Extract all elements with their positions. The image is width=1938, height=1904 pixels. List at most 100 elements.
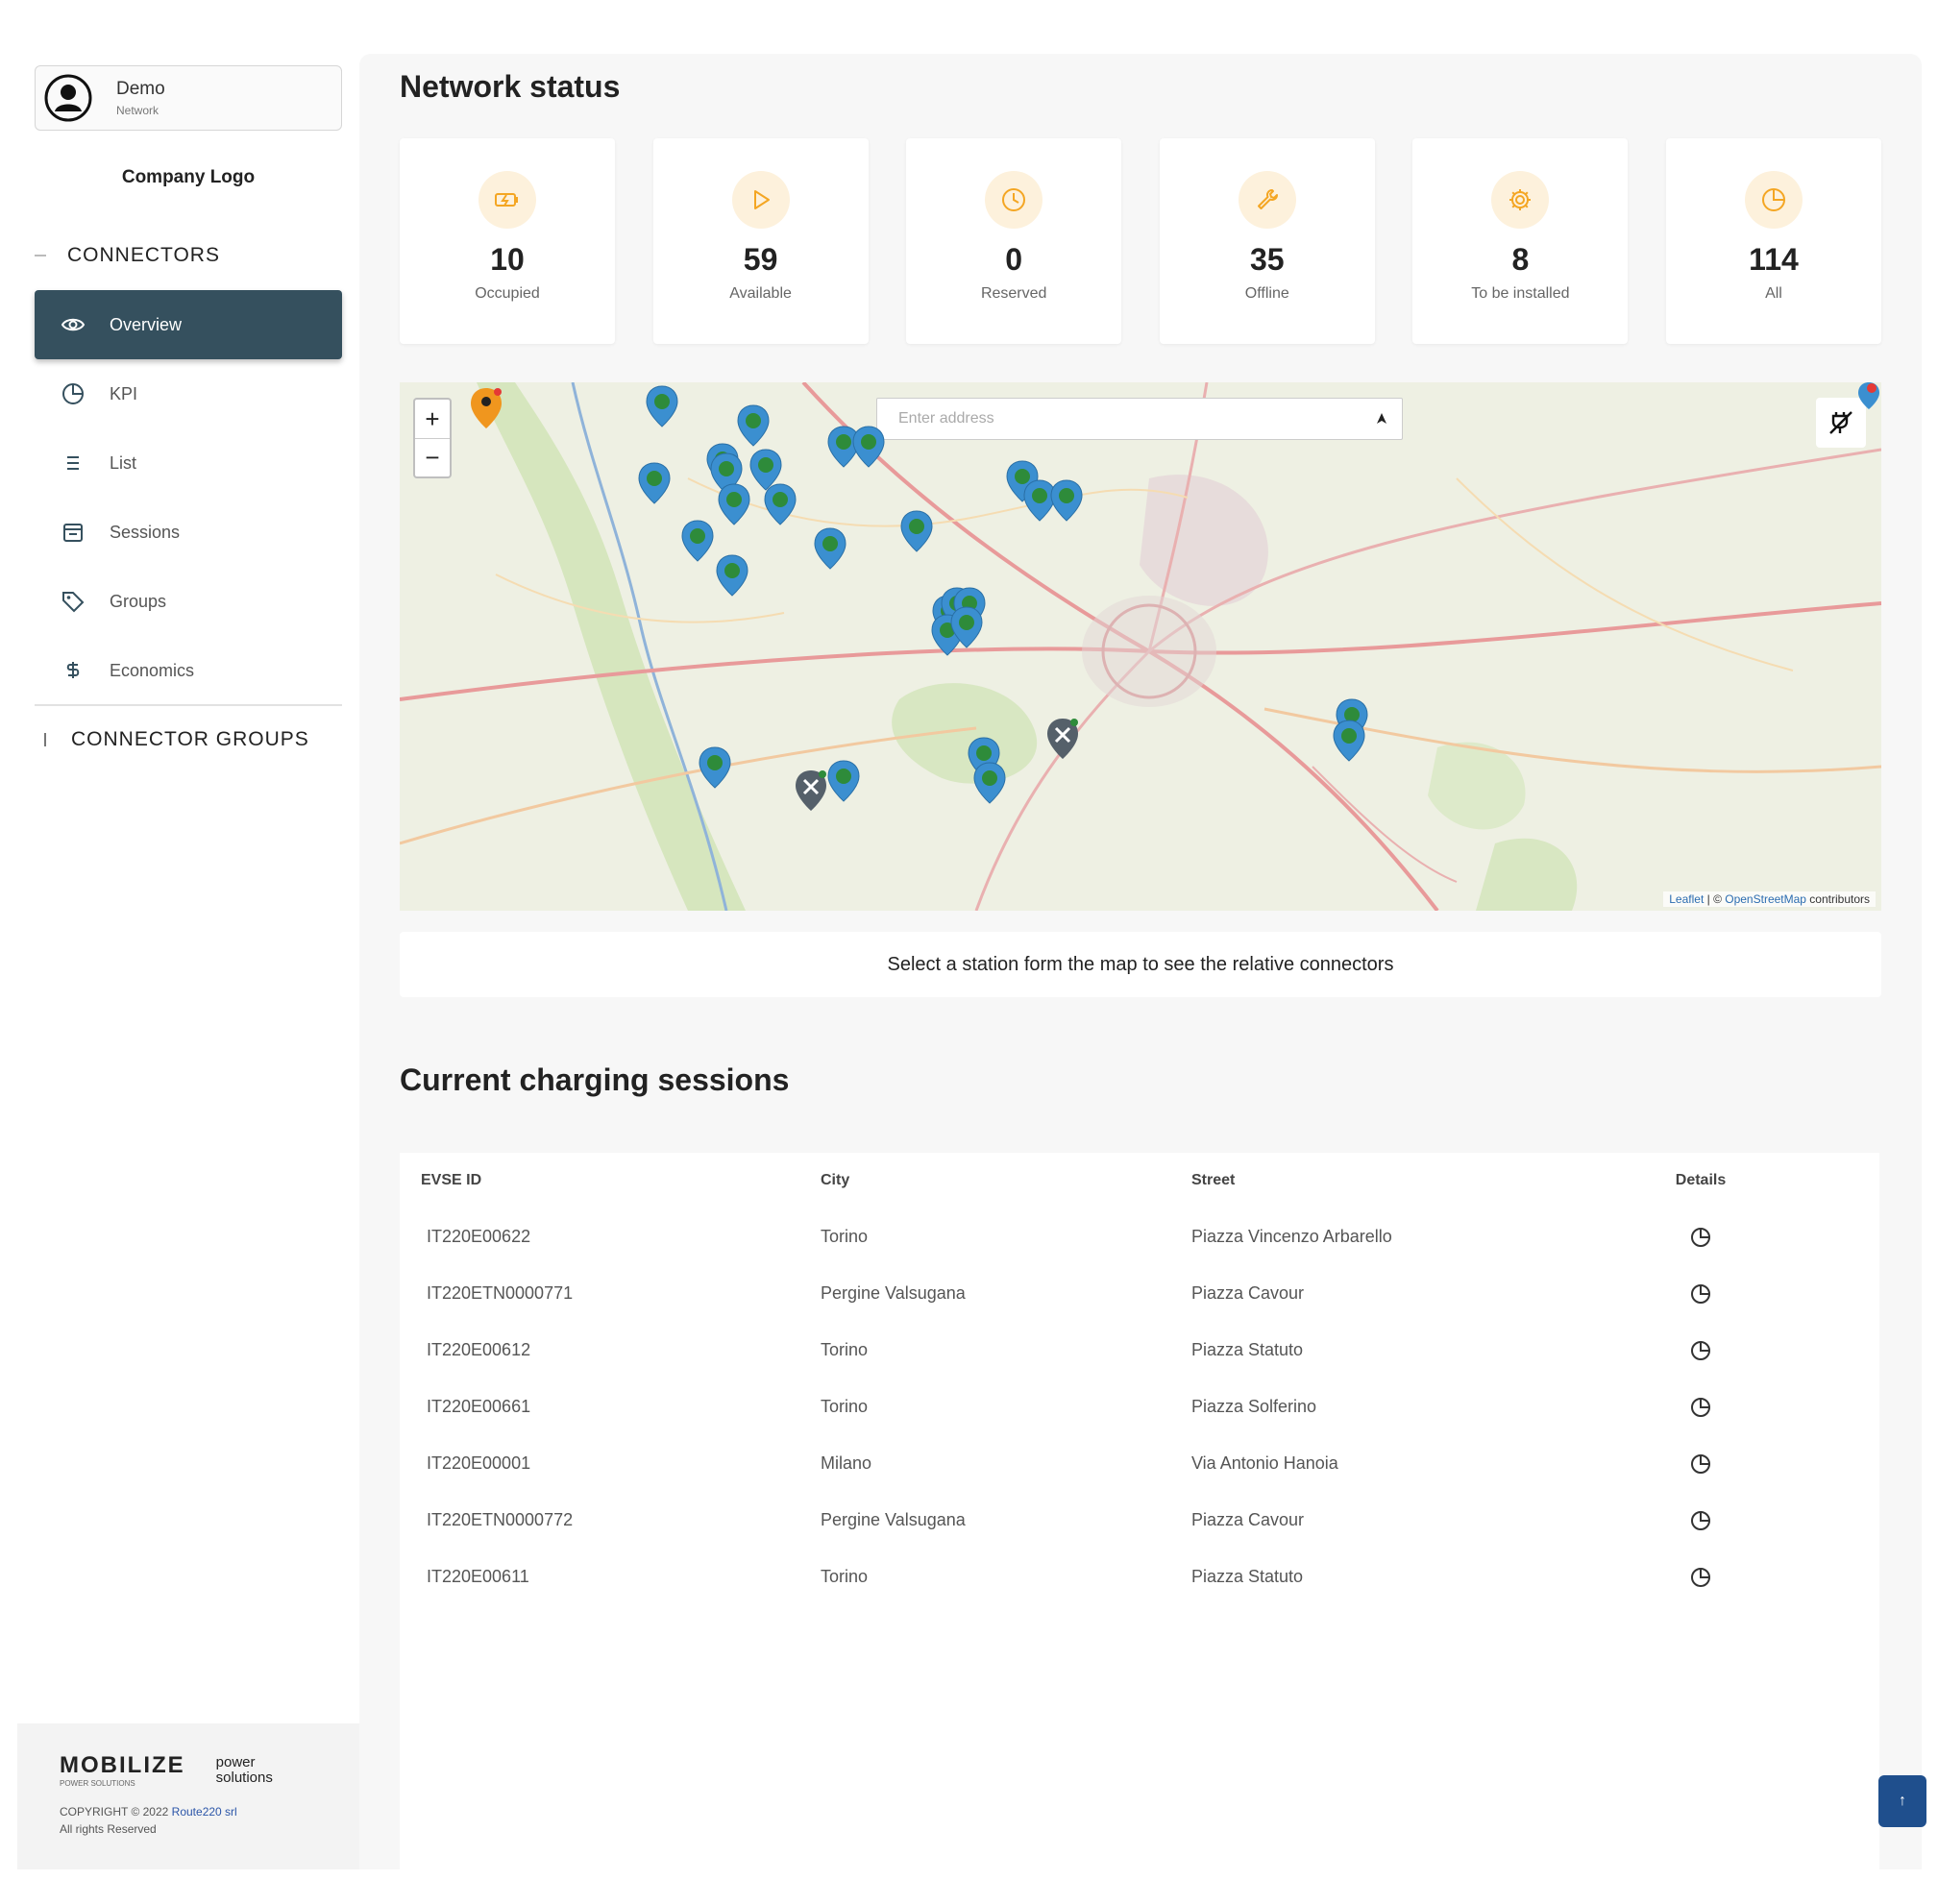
pie-chart-icon	[1691, 1567, 1710, 1587]
calendar-icon	[63, 524, 83, 542]
status-card-available[interactable]: 59 Available	[652, 138, 869, 344]
sidebar-item-economics[interactable]: Economics	[35, 636, 342, 705]
cell-evse: IT220E00612	[427, 1340, 531, 1359]
edge-marker-icon[interactable]	[1856, 382, 1881, 411]
osm-link[interactable]: OpenStreetMap	[1725, 892, 1806, 906]
user-role: Network	[116, 104, 159, 117]
list-icon	[67, 456, 79, 470]
station-marker-icon[interactable]	[972, 761, 1007, 805]
charging-battery-icon	[495, 193, 518, 207]
sidebar-item-label: Groups	[110, 591, 167, 611]
details-button[interactable]	[1672, 1395, 1729, 1420]
sidebar-item-list[interactable]: List	[35, 428, 342, 498]
mobilize-logo: MOBILIZE POWER SOLUTIONS	[60, 1752, 185, 1788]
table-row[interactable]: IT220E00001 Milano Via Antonio Hanoia	[400, 1435, 1879, 1492]
status-card-offline[interactable]: 35 Offline	[1159, 138, 1375, 344]
station-marker-icon[interactable]	[1022, 478, 1057, 523]
pie-chart-icon	[62, 383, 84, 404]
station-marker-icon[interactable]	[763, 482, 797, 526]
offline-station-marker-icon[interactable]	[1045, 717, 1080, 761]
table-row[interactable]: IT220E00611 Torino Piazza Statuto	[400, 1549, 1879, 1605]
map-address-search	[876, 398, 1403, 440]
zoom-out-button[interactable]: −	[415, 438, 450, 476]
leaflet-link[interactable]: Leaflet	[1669, 892, 1705, 906]
status-card-reserved[interactable]: 0 Reserved	[906, 138, 1122, 344]
station-marker-icon[interactable]	[826, 759, 861, 803]
station-marker-icon[interactable]	[1049, 478, 1084, 523]
station-marker-icon[interactable]	[645, 384, 679, 428]
column-header-evse[interactable]: EVSE ID	[421, 1172, 482, 1188]
table-row[interactable]: IT220E00612 Torino Piazza Statuto	[400, 1322, 1879, 1379]
sidebar-item-sessions[interactable]: Sessions	[35, 498, 342, 567]
station-marker-icon[interactable]	[1332, 719, 1366, 763]
pie-chart-icon	[1691, 1397, 1710, 1417]
cell-evse: IT220E00622	[427, 1227, 531, 1246]
cell-street: Piazza Statuto	[1191, 1340, 1304, 1359]
table-row[interactable]: IT220ETN0000771 Pergine Valsugana Piazza C…	[400, 1265, 1879, 1322]
station-marker-icon[interactable]	[637, 461, 672, 505]
pie-chart-icon	[1691, 1283, 1710, 1304]
sidebar-item-label: Economics	[110, 660, 195, 680]
connectors-section-title[interactable]: CONNECTORS	[35, 244, 220, 267]
station-marker-icon[interactable]	[949, 605, 984, 649]
cell-city: Torino	[821, 1567, 869, 1586]
details-button[interactable]	[1672, 1508, 1729, 1533]
station-marker-icon[interactable]	[717, 482, 751, 526]
station-marker-icon[interactable]	[813, 526, 847, 571]
station-marker-icon[interactable]	[826, 425, 861, 469]
details-button[interactable]	[1672, 1282, 1729, 1306]
column-header-details: Details	[1675, 1172, 1727, 1188]
pie-chart-icon	[1691, 1340, 1710, 1360]
stations-map[interactable]: + − Leaflet | © OpenStreetMap contributo…	[400, 382, 1881, 911]
map-tiles	[400, 382, 1881, 911]
plug-filter-button[interactable]	[1816, 398, 1866, 448]
status-cards: 10 Occupied 59 Available 0 Reserved 35 O…	[400, 138, 1881, 344]
status-value: 59	[743, 242, 778, 277]
status-card-to-be-installed[interactable]: 8 To be installed	[1412, 138, 1629, 344]
status-card-occupied[interactable]: 10 Occupied	[400, 138, 615, 344]
status-label: To be installed	[1471, 285, 1570, 302]
plug-off-icon	[1829, 411, 1852, 434]
station-marker-icon[interactable]	[698, 745, 732, 790]
sidebar-item-groups[interactable]: Groups	[35, 567, 342, 636]
location-arrow-icon[interactable]	[1375, 412, 1388, 426]
clock-icon	[1002, 188, 1026, 211]
address-search-input[interactable]	[898, 410, 1375, 427]
pie-chart-icon	[1691, 1453, 1710, 1474]
status-label: Available	[729, 285, 792, 302]
table-row[interactable]: IT220E00622 Torino Piazza Vincenzo Arbarel…	[400, 1208, 1879, 1265]
station-marker-icon[interactable]	[736, 403, 771, 448]
details-button[interactable]	[1672, 1565, 1729, 1590]
table-row[interactable]: IT220ETN0000772 Pergine Valsugana Piazza C…	[400, 1492, 1879, 1549]
connector-groups-section-title[interactable]: CONNECTOR GROUPS	[35, 728, 309, 751]
sidebar-item-label: List	[110, 452, 137, 473]
sidebar-item-overview[interactable]: Overview	[35, 290, 342, 359]
to-install-marker-icon[interactable]	[469, 386, 503, 430]
sidebar-item-label: Sessions	[110, 522, 181, 542]
copyright-link[interactable]: Route220 srl	[171, 1805, 237, 1819]
user-menu[interactable]: Demo Network	[35, 65, 342, 131]
sidebar-item-label: Overview	[110, 314, 183, 334]
details-button[interactable]	[1672, 1225, 1729, 1250]
cell-city: Pergine Valsugana	[821, 1283, 966, 1303]
status-card-all[interactable]: 114 All	[1665, 138, 1881, 344]
offline-station-marker-icon[interactable]	[794, 769, 828, 813]
station-marker-icon[interactable]	[680, 519, 715, 563]
dollar-icon	[66, 662, 80, 678]
sidebar-footer: MOBILIZE POWER SOLUTIONS power solutions…	[17, 1723, 359, 1869]
column-header-street[interactable]: Street	[1191, 1172, 1236, 1188]
station-marker-icon[interactable]	[748, 448, 783, 492]
zoom-in-button[interactable]: +	[425, 403, 440, 433]
station-marker-icon[interactable]	[899, 509, 934, 553]
copyright: COPYRIGHT © 2022 Route220 srl All rights…	[60, 1805, 237, 1836]
scroll-top-button[interactable]: ↑	[1878, 1775, 1926, 1827]
details-button[interactable]	[1672, 1452, 1729, 1477]
details-button[interactable]	[1672, 1338, 1729, 1363]
station-marker-icon[interactable]	[851, 425, 886, 469]
column-header-city[interactable]: City	[821, 1172, 850, 1188]
pie-chart-icon	[1691, 1227, 1710, 1247]
table-row[interactable]: IT220E00661 Torino Piazza Solferino	[400, 1379, 1879, 1435]
collapse-icon	[35, 255, 46, 256]
station-marker-icon[interactable]	[715, 553, 749, 598]
sidebar-item-kpi[interactable]: KPI	[35, 359, 342, 428]
